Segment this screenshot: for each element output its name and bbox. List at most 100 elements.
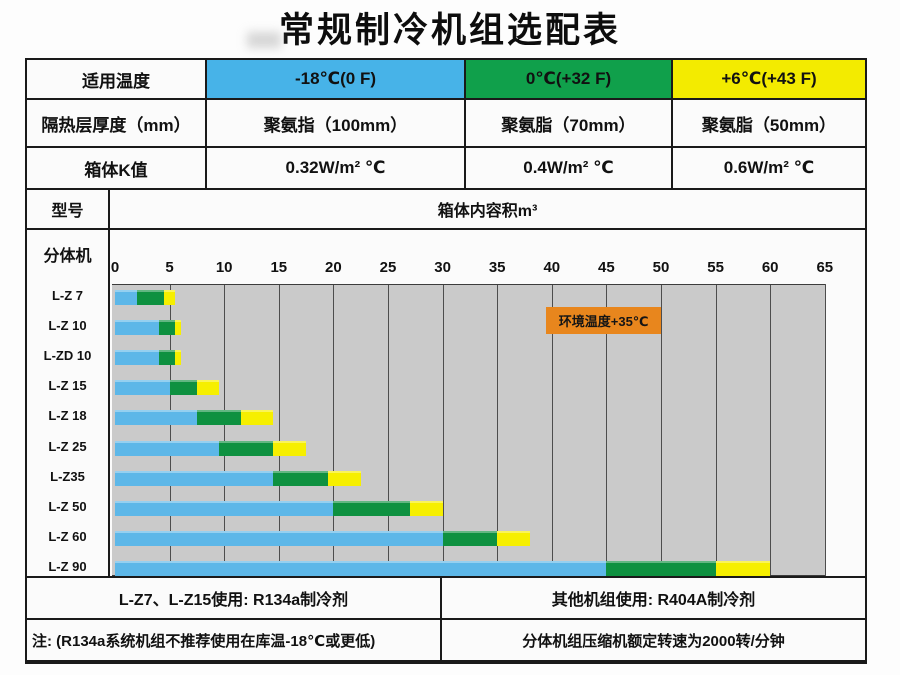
insulation-zero: 聚氨脂（70mm） [466, 100, 673, 148]
model-label: L-Z 15 [48, 378, 87, 394]
x-gridline [278, 285, 280, 575]
k-value-zero: 0.4W/m² ℃ [466, 148, 673, 190]
model-label: L-Z 25 [48, 438, 87, 454]
bar-segment-minus18 [115, 470, 274, 486]
model-label: L-Z 90 [48, 558, 87, 574]
refrigerant-r404a-note: 其他机组使用: R404A制冷剂 [442, 578, 865, 620]
bar-segment-minus18 [115, 320, 159, 336]
x-gridline [497, 285, 499, 575]
bar-segment-minus18 [115, 380, 170, 396]
x-gridline [169, 285, 171, 575]
bar-segment-zero [606, 560, 716, 576]
x-gridline [224, 285, 226, 575]
bar-segment-plus6 [175, 320, 181, 336]
x-tick-label: 40 [543, 259, 561, 276]
x-gridline [770, 285, 772, 575]
bar-segment-plus6 [240, 410, 274, 426]
model-label: L-Z 60 [48, 528, 87, 544]
page-title: 常规制冷机组选配表 [278, 11, 621, 50]
title-shadow-smudge [247, 32, 281, 48]
bar-segment-plus6 [196, 380, 219, 396]
model-label: L-Z35 [50, 468, 85, 484]
bar-segment-zero [136, 290, 165, 305]
model-label: L-ZD 10 [43, 348, 92, 364]
bar-segment-plus6 [497, 530, 530, 546]
x-tick-label: 45 [598, 259, 615, 276]
bar-segment-plus6 [327, 470, 361, 486]
x-tick-label: 10 [215, 259, 233, 276]
box-volume-header: 箱体内容积m³ [110, 190, 865, 230]
bar-segment-minus18 [115, 500, 334, 516]
insulation-plus6: 聚氨脂（50mm） [673, 100, 865, 148]
x-tick-label: 15 [270, 259, 288, 276]
bar-segment-zero [442, 530, 498, 546]
bar-segment-plus6 [164, 290, 176, 305]
model-label: L-Z 18 [48, 408, 87, 424]
ambient-temperature-annotation: 环境温度+35℃ [546, 307, 661, 334]
x-gridline [388, 285, 389, 575]
bar-segment-minus18 [115, 560, 607, 576]
bar-segment-minus18 [115, 530, 443, 546]
bar-segment-zero [158, 320, 176, 336]
note-r134a-limitation: 注: (R134a系统机组不推荐使用在库温-18℃或更低) [27, 620, 442, 662]
bar-chart-plot: 环境温度+35℃ [112, 284, 826, 576]
x-tick-label: 5 [165, 259, 174, 276]
bar-segment-zero [218, 440, 274, 456]
bar-segment-zero [273, 470, 328, 486]
x-tick-label: 20 [325, 259, 342, 276]
temp-band-zero: 0℃(+32 F) [466, 60, 673, 100]
bar-segment-minus18 [115, 440, 219, 456]
row-k-value: 箱体K值 0.32W/m² ℃ 0.4W/m² ℃ 0.6W/m² ℃ [27, 148, 865, 190]
temp-band-plus6: +6℃(+43 F) [673, 60, 865, 100]
x-tick-label: 55 [707, 259, 724, 276]
note-compressor-speed: 分体机组压缩机额定转速为2000转/分钟 [442, 620, 865, 662]
refrigerant-r134a-note: L-Z7、L-Z15使用: R134a制冷剂 [27, 578, 442, 620]
k-value-minus18: 0.32W/m² ℃ [207, 148, 466, 190]
x-gridline [442, 285, 444, 575]
x-tick-label: 25 [379, 259, 397, 276]
x-gridline [551, 285, 553, 575]
k-value-row-label: 箱体K值 [27, 148, 207, 190]
x-gridline [333, 285, 335, 575]
split-unit-group-label: 分体机 [43, 248, 92, 265]
bar-segment-zero [169, 380, 197, 396]
bar-segment-minus18 [115, 350, 159, 366]
x-tick-label: 65 [816, 259, 834, 276]
model-label-column: 分体机 L-Z 7 L-Z 10 L-ZD 10 L-Z 15 L-Z 18 L-Z 25… [27, 230, 110, 576]
x-gridline [661, 285, 662, 575]
selection-table: 适用温度 -18℃(0 F) 0℃(+32 F) +6℃(+43 F) 隔热层厚… [25, 58, 867, 664]
x-tick-label: 35 [488, 259, 506, 276]
bar-segment-plus6 [409, 500, 443, 516]
bar-segment-minus18 [115, 290, 137, 305]
x-axis-ticks: 0 5 10 15 20 25 30 35 40 45 50 55 60 65 [110, 254, 833, 282]
x-tick-label: 30 [434, 259, 451, 276]
x-gridline [715, 285, 717, 575]
x-tick-label: 0 [110, 259, 120, 276]
bar-segment-plus6 [715, 560, 771, 576]
row-insulation-thickness: 隔热层厚度（mm） 聚氨指（100mm） 聚氨脂（70mm） 聚氨脂（50mm） [27, 100, 865, 148]
insulation-minus18: 聚氨指（100mm） [207, 100, 466, 148]
x-tick-label: 50 [652, 259, 670, 276]
x-gridline [824, 285, 826, 575]
temp-band-minus18: -18℃(0 F) [207, 60, 466, 100]
model-label: L-Z 7 [51, 288, 84, 303]
row-model-header: 型号 箱体内容积m³ [27, 190, 865, 230]
bar-segment-plus6 [175, 350, 181, 366]
bar-segment-plus6 [273, 440, 307, 456]
model-label: L-Z 50 [48, 498, 87, 514]
bar-segment-minus18 [115, 410, 197, 426]
temperature-row-label: 适用温度 [27, 60, 207, 100]
x-tick-label: 60 [761, 259, 779, 276]
bar-segment-zero [196, 410, 241, 426]
bar-segment-zero [333, 500, 410, 516]
model-column-label: 型号 [27, 190, 110, 230]
x-gridline [606, 285, 608, 575]
row-refrigerant: L-Z7、L-Z15使用: R134a制冷剂 其他机组使用: R404A制冷剂 [27, 578, 865, 620]
bar-segment-zero [158, 350, 176, 366]
model-label: L-Z 10 [48, 318, 87, 334]
k-value-plus6: 0.6W/m² ℃ [673, 148, 865, 190]
row-notes: 注: (R134a系统机组不推荐使用在库温-18℃或更低) 分体机组压缩机额定转… [27, 620, 865, 662]
insulation-row-label: 隔热层厚度（mm） [27, 100, 207, 148]
capacity-chart-section: 分体机 L-Z 7 L-Z 10 L-ZD 10 L-Z 15 L-Z 18 L-Z 25… [27, 230, 865, 578]
